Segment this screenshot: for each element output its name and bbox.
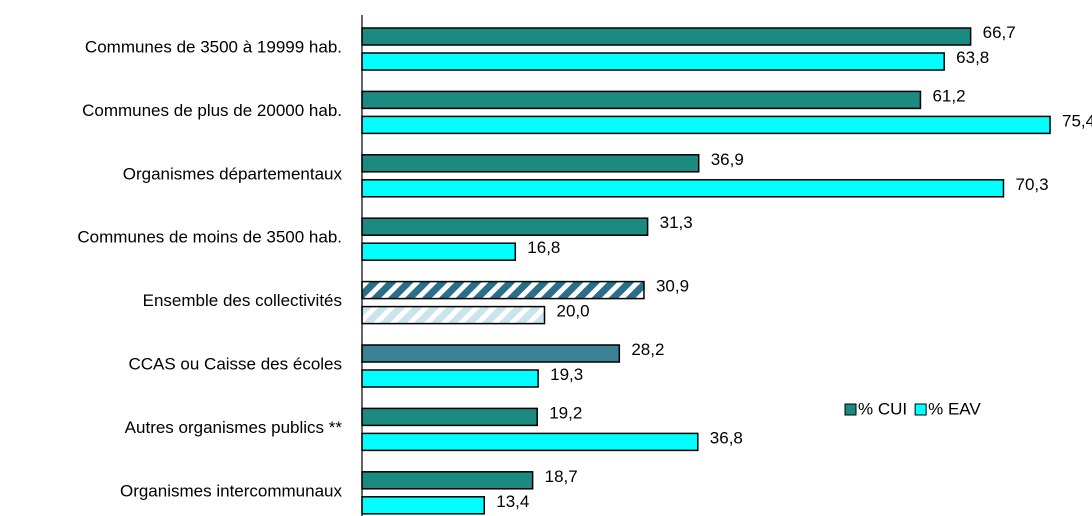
value-label: 70,3 [1015, 175, 1048, 194]
bar [361, 242, 517, 261]
legend-swatch [844, 403, 857, 416]
value-label: 19,2 [549, 403, 582, 422]
bar [361, 432, 699, 452]
category-label: CCAS ou Caisse des écoles [128, 354, 342, 373]
legend-label: % CUI [858, 399, 907, 418]
value-label: 36,8 [710, 428, 743, 447]
bar [361, 179, 1005, 198]
value-label: 16,8 [527, 238, 560, 257]
value-label: 30,9 [656, 277, 689, 296]
category-label: Ensemble des collectivités [143, 291, 342, 310]
category-label: Organismes départementaux [123, 164, 343, 183]
bar [361, 407, 538, 427]
value-label: 18,7 [545, 467, 578, 486]
bar [361, 217, 649, 236]
bar [361, 115, 1051, 135]
bar [361, 154, 700, 173]
category-label: Communes de 3500 à 19999 hab. [85, 37, 342, 56]
bar [361, 280, 645, 300]
bar [361, 471, 534, 490]
bar [361, 496, 486, 515]
value-label: 36,9 [711, 150, 744, 169]
category-label: Autres organismes publics ** [125, 418, 343, 437]
value-label: 28,2 [631, 340, 664, 359]
bar [361, 305, 546, 325]
category-label: Organismes intercommunaux [120, 481, 343, 500]
legend-label: % EAV [928, 399, 981, 418]
bar [361, 27, 972, 46]
value-label: 63,8 [956, 48, 989, 67]
value-label: 20,0 [557, 302, 590, 321]
value-label: 13,4 [496, 492, 529, 511]
category-label: Communes de moins de 3500 hab. [77, 228, 342, 247]
legend-swatch [914, 403, 927, 416]
value-label: 75,4 [1062, 111, 1092, 130]
bar [361, 52, 945, 71]
category-label: Communes de plus de 20000 hab. [82, 101, 342, 120]
value-label: 19,3 [550, 365, 583, 384]
bar [361, 369, 539, 388]
value-label: 66,7 [983, 23, 1016, 42]
bar [361, 344, 621, 363]
value-label: 61,2 [932, 86, 965, 105]
value-label: 31,3 [660, 213, 693, 232]
bar [361, 90, 922, 110]
